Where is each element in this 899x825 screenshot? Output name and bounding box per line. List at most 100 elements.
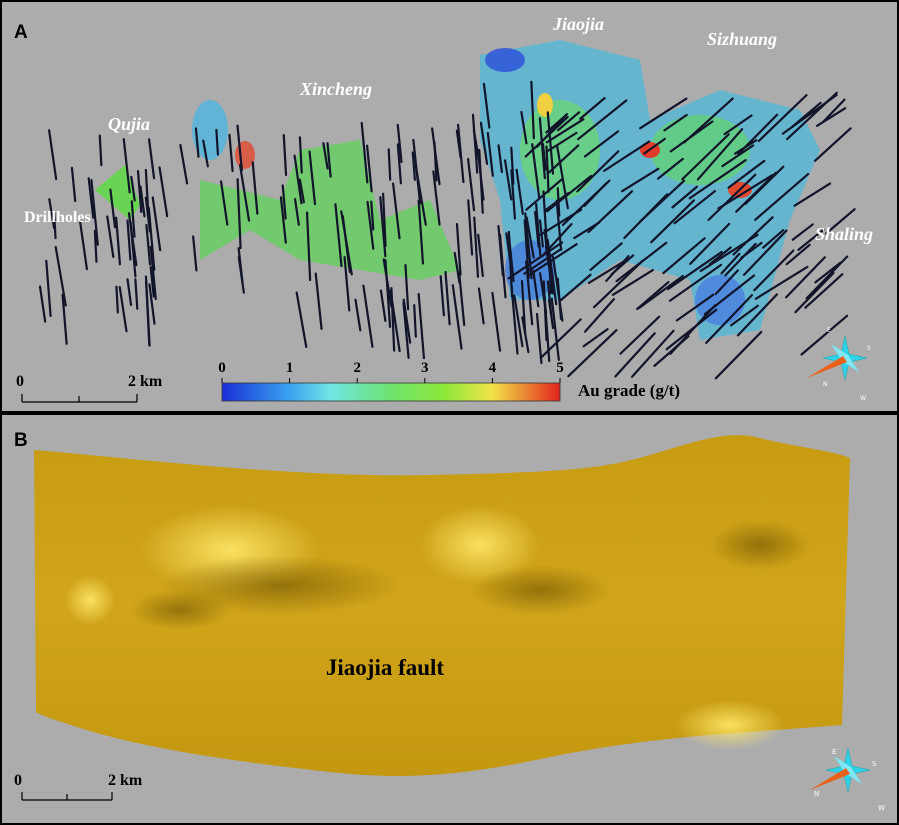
drillhole [742,229,788,276]
drillhole [714,330,763,380]
drillhole [477,233,484,278]
drillhole [497,144,503,174]
drillhole [592,259,644,309]
drillhole [236,124,243,172]
drillhole [48,198,56,230]
drillhole [602,140,651,172]
scale-start: 0 [14,772,22,789]
drillhole [669,120,714,153]
drillhole [521,316,530,354]
drillhole [382,192,387,247]
drillhole [754,265,809,300]
drillhole [158,166,169,218]
drillhole [589,242,623,271]
drillhole [721,144,755,168]
drillhole [219,180,229,226]
drillhole [432,170,441,226]
locality-label: Jiaojia [552,14,604,34]
drillhole [515,168,524,215]
drillhole [38,285,47,323]
drillhole [821,98,846,124]
drillhole [379,289,387,322]
panel-label: A [14,22,28,43]
drillhole [556,111,581,132]
colorbar-tick-label: 0 [218,360,226,376]
drillhole [555,199,563,251]
drillhole [417,292,426,360]
drillhole [791,223,814,241]
drillhole [614,332,656,378]
drillhole [236,178,242,250]
drillhole [610,254,635,276]
drillhole [736,293,779,337]
drillhole [523,247,563,275]
drillhole [45,259,52,318]
drillhole [115,216,122,266]
scale-end: 2 km [128,373,163,390]
drillhole [753,249,795,292]
drillhole [251,161,259,215]
drillhole [298,136,303,174]
drillhole [482,82,491,129]
drillhole [762,229,785,249]
drillhole [550,297,560,361]
drillhole [536,113,569,148]
drillhole [705,294,754,344]
drillhole [295,291,308,348]
drillhole [149,245,157,301]
drillhole [547,299,555,330]
drillhole [663,113,688,132]
drillhole [513,294,524,348]
drillhole [149,266,155,298]
drillhole [556,187,561,217]
compass-letter: E [832,748,836,756]
drillhole [545,145,550,193]
drillhole [70,166,77,203]
drillhole [546,111,555,175]
drillhole [343,256,351,312]
drillhole [791,101,822,128]
locality-label: Xincheng [299,79,372,99]
drillhole [238,164,251,222]
drillhole [396,123,403,163]
drillhole [467,199,474,256]
drillhole [392,182,401,240]
drillhole [520,110,528,145]
drillhole [638,274,685,310]
drillhole [417,199,425,265]
drillhole [477,287,485,325]
drillhole [151,196,162,252]
drillhole [126,219,132,261]
locality-label: Sizhuang [707,29,777,49]
drillhole [538,219,544,248]
drillhole [451,284,463,350]
drillhole [281,184,287,220]
drillhole [202,139,209,168]
surface-label: Jiaojia fault [326,655,445,680]
drillhole [147,206,156,271]
drillhole [673,189,717,225]
drillhole [720,252,741,275]
drillhole [215,128,220,156]
drillhole [354,298,362,332]
drillhole [144,196,151,233]
drillhole [671,185,699,209]
drillhole [308,150,317,206]
drillhole [126,278,133,307]
drillhole [118,286,128,333]
drillhole [476,148,485,201]
drillhole [524,212,533,280]
drillhole [583,130,620,158]
drillhole [293,154,303,205]
colorbar-tick-label: 2 [353,360,361,376]
compass-letter: W [860,395,866,402]
drillhole [382,258,393,308]
drillhole [535,202,542,257]
drillhole [535,312,543,365]
drillhole [532,269,540,308]
drillhole [794,271,835,314]
drillhole [525,178,563,211]
drillhole [546,144,580,175]
drillhole [507,241,564,280]
drillhole [106,215,115,259]
